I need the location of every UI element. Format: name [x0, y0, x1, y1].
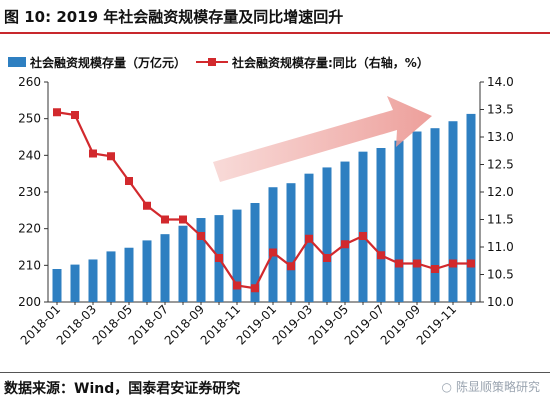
bar: [376, 148, 386, 302]
bar: [340, 161, 350, 302]
y-tick-label: 220: [18, 222, 41, 236]
bar: [448, 121, 458, 302]
y-tick-label: 250: [18, 112, 41, 126]
y2-tick-label: 13.0: [487, 130, 514, 144]
y2-tick-label: 11.5: [487, 213, 514, 227]
yoy-point: [179, 215, 187, 224]
yoy-point: [287, 262, 295, 271]
y2-tick-label: 10.5: [487, 268, 514, 282]
bar: [412, 131, 422, 302]
combo-chart: 社会融资规模存量（万亿元） 社会融资规模存量:同比（右轴，%） 200 210 22…: [8, 55, 514, 348]
yoy-point: [71, 111, 79, 119]
bar: [394, 140, 404, 302]
bar: [88, 259, 98, 302]
bar: [178, 225, 188, 302]
source-divider: [0, 372, 550, 373]
yoy-point: [359, 232, 367, 240]
yoy-point: [197, 232, 205, 240]
y2-tick-label: 11.0: [487, 240, 514, 254]
yoy-point: [269, 248, 277, 257]
yoy-point: [233, 281, 241, 290]
yoy-point: [395, 259, 403, 268]
bar: [196, 218, 206, 302]
yoy-point: [323, 254, 331, 262]
yoy-line: [56, 111, 471, 290]
y2-tick-label: 12.5: [487, 158, 514, 172]
bar: [430, 128, 440, 302]
bar: [286, 183, 296, 302]
yoy-point: [107, 152, 115, 161]
yoy-point: [161, 215, 169, 224]
y2-tick-label: 10.0: [487, 295, 514, 309]
yoy-point: [377, 251, 385, 260]
wechat-icon: ○: [441, 380, 452, 394]
figure-header: 图 10: 2019 年社会融资规模存量及同比增速回升: [0, 0, 550, 34]
legend-bar-swatch: [8, 57, 26, 67]
yoy-point: [143, 201, 151, 210]
yoy-point: [467, 259, 475, 268]
legend: 社会融资规模存量（万亿元） 社会融资规模存量:同比（右轴，%）: [8, 55, 429, 70]
bar: [232, 209, 242, 302]
trend-arrow: [213, 96, 432, 182]
bar: [142, 240, 152, 302]
bar: [52, 269, 62, 302]
bar: [124, 247, 134, 302]
bar: [70, 264, 80, 302]
yoy-point: [305, 234, 313, 243]
y-tick-label: 200: [18, 295, 41, 309]
bar: [322, 167, 332, 302]
watermark-text: 陈显顺策略研究: [455, 380, 540, 394]
yoy-point: [251, 284, 259, 293]
watermark: ○ 陈显顺策略研究: [442, 378, 541, 395]
y2-tick-label: 13.5: [487, 103, 514, 117]
yoy-point: [89, 149, 97, 158]
bar: [358, 151, 368, 302]
bar: [268, 187, 278, 302]
yoy-point: [215, 254, 223, 262]
bar: [106, 251, 116, 302]
y-tick-label: 230: [18, 185, 41, 199]
yoy-point: [413, 259, 421, 268]
plot-area: 200 210 220 230 240 250 260 10.0 10.5 11.0 11.5 12.…: [18, 75, 514, 348]
yoy-point: [449, 259, 457, 268]
bar: [466, 113, 476, 303]
y-tick-label: 260: [18, 75, 41, 89]
yoy-point: [53, 108, 61, 117]
x-tick-label: 2019-11: [414, 302, 459, 347]
legend-line-label: 社会融资规模存量:同比（右轴，%）: [231, 55, 429, 70]
y2-tick-label: 14.0: [487, 75, 514, 89]
title-divider: [0, 32, 550, 34]
y-tick-label: 210: [18, 258, 41, 272]
y2-tick-label: 12.0: [487, 185, 514, 199]
figure-title: 图 10: 2019 年社会融资规模存量及同比增速回升: [4, 8, 344, 26]
yoy-point: [431, 265, 439, 273]
legend-line-marker: [208, 58, 216, 66]
bar: [160, 234, 170, 302]
yoy-point: [341, 240, 349, 249]
yoy-point: [125, 177, 133, 185]
y-tick-label: 240: [18, 148, 41, 162]
bar: [250, 203, 260, 302]
source-note: 数据来源：Wind，国泰君安证券研究: [4, 381, 241, 397]
legend-bar-label: 社会融资规模存量（万亿元）: [29, 55, 186, 70]
